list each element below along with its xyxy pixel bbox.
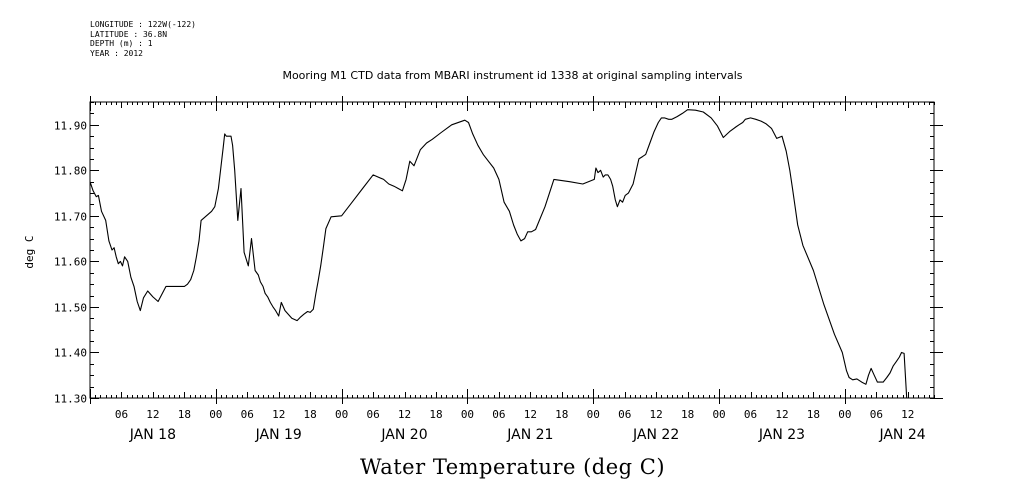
y-tick-label: 11.30: [54, 393, 87, 406]
x-tick-label: 06: [366, 408, 379, 421]
x-tick-label: 00: [335, 408, 348, 421]
x-tick-label: 18: [555, 408, 568, 421]
y-tick-label: 11.80: [54, 165, 87, 178]
x-tick-label: 18: [178, 408, 191, 421]
x-tick-label: 00: [461, 408, 474, 421]
x-tick-label: 06: [870, 408, 883, 421]
x-tick-label: 12: [524, 408, 537, 421]
footer-title-container: Water Temperature (deg C): [0, 455, 1009, 479]
x-tick-label: 00: [838, 408, 851, 421]
x-tick-label: 12: [146, 408, 159, 421]
depth-label: DEPTH (m) : 1: [90, 39, 153, 48]
x-tick-label: 18: [681, 408, 694, 421]
y-tick-label: 11.60: [54, 256, 87, 269]
x-day-label: JAN 20: [380, 427, 427, 443]
x-tick-label: 18: [304, 408, 317, 421]
x-tick-label: 06: [618, 408, 631, 421]
x-day-label: JAN 24: [878, 427, 925, 443]
x-tick-label: 12: [398, 408, 411, 421]
x-tick-label: 00: [209, 408, 222, 421]
y-axis-label: deg C: [23, 235, 36, 268]
x-day-label: JAN 19: [255, 427, 302, 443]
y-axis: 11.30 11.40 11.50 11.60 11.70 11.80 11.90: [54, 102, 943, 406]
x-day-label: JAN 21: [506, 427, 553, 443]
chart-title: Mooring M1 CTD data from MBARI instrumen…: [282, 69, 743, 82]
x-tick-label: 12: [272, 408, 285, 421]
x-tick-label: 06: [241, 408, 254, 421]
y-tick-label: 11.70: [54, 211, 87, 224]
latitude-label: LATITUDE : 36.8N: [90, 29, 168, 39]
x-day-label: JAN 22: [632, 427, 679, 443]
x-tick-label: 06: [744, 408, 757, 421]
x-tick-label: 12: [650, 408, 663, 421]
y-tick-label: 11.40: [54, 347, 87, 360]
x-tick-label: 12: [775, 408, 788, 421]
plot-border: [89, 101, 935, 399]
x-tick-label: 06: [492, 408, 505, 421]
x-tick-label: 18: [807, 408, 820, 421]
y-tick-label: 11.50: [54, 302, 87, 315]
footer-title: Water Temperature (deg C): [359, 455, 666, 479]
x-tick-label: 06: [115, 408, 128, 421]
x-tick-label: 18: [429, 408, 442, 421]
series-line: [89, 109, 908, 399]
metadata-block: LONGITUDE : 122W(-122) LATITUDE : 36.8N …: [90, 20, 196, 58]
x-tick-label: 00: [712, 408, 725, 421]
year-label: YEAR : 2012: [90, 48, 143, 58]
x-axis: 06 12 18 00 06 12 18 00 06 12 18 00 06 12 18 00 06 12 18 00…: [90, 96, 935, 443]
x-day-label: JAN 18: [129, 427, 176, 443]
x-day-label: JAN 23: [758, 427, 805, 443]
x-tick-label: 12: [901, 408, 914, 421]
x-tick-label: 00: [587, 408, 600, 421]
y-tick-label: 11.90: [54, 120, 87, 133]
longitude-label: LONGITUDE : 122W(-122): [90, 20, 196, 29]
plot-frame: [89, 101, 935, 399]
series-layer: [89, 109, 908, 399]
chart-title-container: Mooring M1 CTD data from MBARI instrumen…: [0, 69, 1009, 82]
